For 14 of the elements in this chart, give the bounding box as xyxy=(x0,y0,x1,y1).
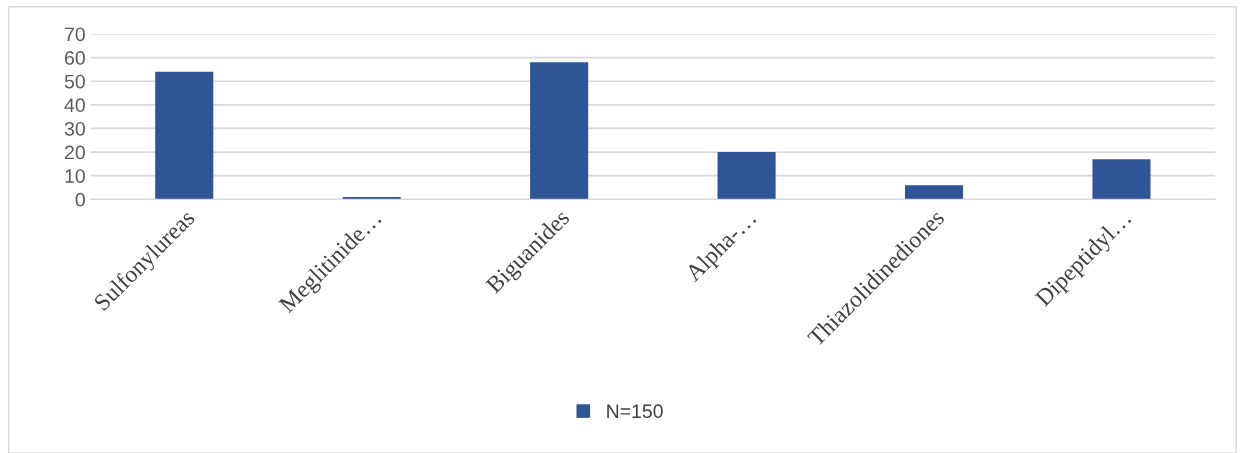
y-tick-label: 30 xyxy=(64,121,85,136)
bar xyxy=(717,152,776,200)
y-tick-label: 10 xyxy=(65,169,85,183)
bar xyxy=(904,185,964,200)
bar xyxy=(530,62,589,200)
legend-label: N=150 xyxy=(607,404,663,419)
y-tick-label: 50 xyxy=(64,74,85,89)
y-tick-label: 0 xyxy=(75,192,85,207)
y-tick-label: 60 xyxy=(65,51,85,65)
y-tick-label: 40 xyxy=(64,98,85,113)
bar xyxy=(155,71,214,200)
y-tick-label: 20 xyxy=(65,145,85,160)
y-tick-label: 70 xyxy=(65,27,85,42)
bar xyxy=(1092,159,1151,200)
